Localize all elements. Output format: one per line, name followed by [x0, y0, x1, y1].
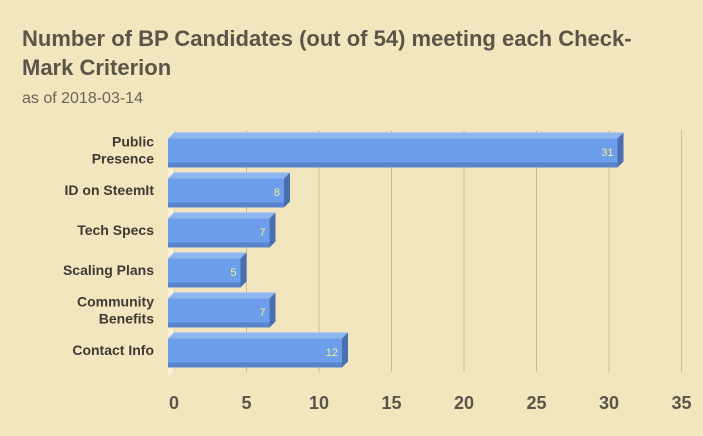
x-tick-label: 5	[241, 393, 251, 413]
bar	[168, 172, 290, 208]
x-axis-ticks: 0 5 10 15 20 25 30 35	[169, 393, 692, 413]
bar-top-face	[168, 292, 276, 299]
bar-side-face	[269, 212, 276, 248]
data-label: 7	[259, 227, 265, 239]
category-label: Public	[112, 134, 154, 150]
x-tick-label: 15	[381, 393, 401, 413]
category-label: Contact Info	[72, 342, 154, 358]
bar-top-face	[168, 332, 348, 339]
category-label: Presence	[92, 151, 154, 167]
bar-bottom-shade	[168, 242, 270, 248]
data-label: 7	[259, 307, 265, 319]
bar-bottom-shade	[168, 282, 241, 288]
category-label: Benefits	[99, 311, 154, 327]
bar-side-face	[342, 332, 348, 368]
bars: 31 8 7 5 7 12	[168, 132, 624, 368]
chart-title: Number of BP Candidates (out of 54) meet…	[22, 26, 632, 80]
bar-bottom-shade	[168, 322, 270, 328]
x-tick-label: 20	[454, 393, 474, 413]
data-label: 31	[601, 147, 613, 159]
x-tick-label: 25	[526, 393, 546, 413]
bar	[168, 292, 276, 328]
x-tick-label: 30	[599, 393, 619, 413]
bar	[168, 332, 348, 368]
bar-top-face	[168, 252, 247, 259]
x-tick-label: 10	[309, 393, 329, 413]
bar-bottom-shade	[168, 162, 618, 168]
x-tick-label: 0	[169, 393, 179, 413]
category-label: Tech Specs	[77, 222, 154, 238]
bar-side-face	[269, 292, 276, 328]
data-label: 5	[230, 267, 236, 279]
bar-bottom-shade	[168, 202, 284, 208]
bar	[168, 252, 247, 288]
category-label: ID on SteemIt	[65, 182, 155, 198]
data-label: 8	[274, 187, 280, 199]
data-label: 12	[326, 347, 338, 359]
bar-side-face	[284, 172, 290, 208]
x-tick-label: 35	[671, 393, 691, 413]
bar-side-face	[240, 252, 247, 288]
bar-top-face	[168, 132, 624, 139]
bar	[168, 212, 276, 248]
bar-top-face	[168, 172, 290, 179]
bar	[168, 132, 624, 168]
chart-subtitle: as of 2018-03-14	[22, 90, 143, 107]
bar-side-face	[617, 132, 624, 168]
category-label: Community	[77, 294, 154, 310]
bar-bottom-shade	[168, 362, 342, 368]
bar-top-face	[168, 212, 276, 219]
category-label: Scaling Plans	[63, 262, 154, 278]
